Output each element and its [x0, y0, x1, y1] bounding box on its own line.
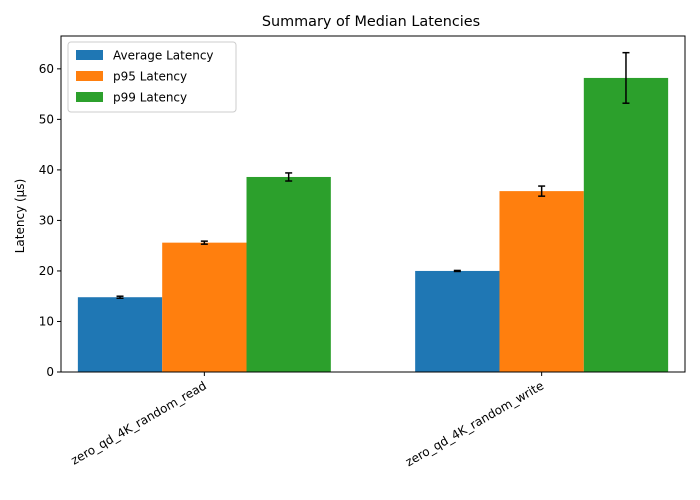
- legend-label: p99 Latency: [113, 91, 187, 105]
- x-tick-label: zero_qd_4K_random_write: [403, 378, 546, 469]
- x-tick-label: zero_qd_4K_random_read: [68, 378, 208, 467]
- legend-label: Average Latency: [113, 49, 214, 63]
- y-tick-label: 40: [39, 163, 54, 177]
- axes-frame: [60, 35, 686, 373]
- plot-area: [77, 51, 669, 373]
- y-tick-label: 60: [39, 62, 54, 76]
- bar: [415, 270, 500, 372]
- legend-swatch: [76, 50, 103, 60]
- chart-title: Summary of Median Latencies: [262, 14, 480, 30]
- bar: [583, 77, 669, 373]
- legend-box: [67, 41, 237, 113]
- legend-swatch: [76, 71, 103, 81]
- bar: [246, 176, 331, 372]
- y-tick-label: 0: [46, 365, 54, 379]
- y-tick-label: 20: [39, 264, 54, 278]
- legend: Average Latency p95 Latency p99 Latency: [67, 41, 237, 113]
- y-axis-label: Latency (µs): [13, 179, 27, 254]
- bar: [499, 191, 584, 372]
- legend-swatch: [76, 92, 103, 102]
- y-tick-label: 10: [39, 314, 54, 328]
- y-tick-label: 30: [39, 213, 54, 227]
- y-tick-label: 50: [39, 112, 54, 126]
- legend-label: p95 Latency: [113, 70, 187, 84]
- bar: [162, 242, 247, 372]
- bar: [77, 297, 163, 372]
